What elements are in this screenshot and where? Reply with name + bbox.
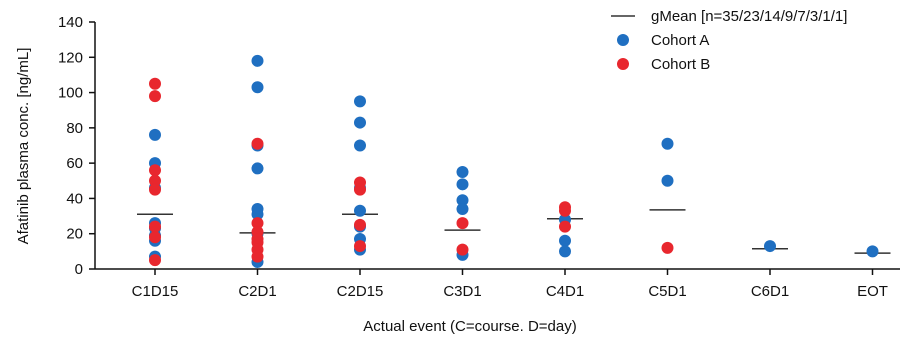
cohort-b-point <box>456 243 469 256</box>
y-tick-label: 100 <box>58 85 83 102</box>
y-tick-label: 60 <box>66 155 83 172</box>
cohort-b-point <box>149 231 161 244</box>
cohort-b-point <box>149 77 161 90</box>
cohort-b-point <box>251 250 264 263</box>
legend: gMean [n=35/23/14/9/7/3/1/1] Cohort A Coho… <box>611 8 847 73</box>
cohort-b-point <box>149 174 161 187</box>
legend-cohort-b-swatch <box>617 58 629 70</box>
cohort-a-point <box>559 234 571 247</box>
cohort-b-point <box>661 241 674 254</box>
legend-cohort-b-label: Cohort B <box>651 56 710 73</box>
x-tick-label: C2D1 <box>238 283 276 300</box>
cohort-a-point <box>354 95 366 108</box>
cohort-a-point <box>456 165 469 178</box>
cohort-a-point <box>354 139 366 152</box>
cohort-b-point <box>149 220 161 233</box>
x-tick-label: C6D1 <box>751 283 789 300</box>
y-axis-title: Afatinib plasma conc. [ng/mL] <box>15 48 32 245</box>
x-tick-label: C1D15 <box>132 283 179 300</box>
cohort-a-point <box>354 116 366 129</box>
cohort-a-point <box>149 128 161 141</box>
y-tick-label: 140 <box>58 14 83 31</box>
y-tick-label: 40 <box>66 190 83 207</box>
cohort-a-point <box>251 208 264 221</box>
x-axis-title: Actual event (C=course. D=day) <box>363 318 576 335</box>
cohort-b-point <box>149 183 161 196</box>
cohort-b-point <box>354 240 366 253</box>
x-tick-label: C4D1 <box>546 283 584 300</box>
data-points <box>149 54 879 268</box>
y-tick-label: 20 <box>66 226 83 243</box>
y-tick-label: 80 <box>66 120 83 137</box>
cohort-a-point <box>456 178 469 191</box>
y-axis: 0 20 40 60 80 100 120 140 <box>58 14 96 278</box>
cohort-a-point <box>559 245 571 258</box>
cohort-b-point <box>354 218 366 231</box>
cohort-b-point <box>149 90 161 103</box>
cohort-b-point <box>149 254 161 267</box>
cohort-b-point <box>251 137 264 150</box>
x-tick-label: C5D1 <box>648 283 686 300</box>
x-tick-label: C2D15 <box>337 283 384 300</box>
legend-cohort-a-label: Cohort A <box>651 32 709 49</box>
x-axis: C1D15 C2D1 C2D15 C3D1 C4D1 C5D1 C6D1 EOT <box>95 268 900 300</box>
cohort-b-point <box>354 183 366 196</box>
x-tick-label: EOT <box>857 283 888 300</box>
cohort-a-point <box>354 204 366 217</box>
cohort-a-point <box>251 54 264 67</box>
cohort-a-point <box>456 203 469 216</box>
cohort-b-point <box>456 217 469 230</box>
cohort-a-point <box>456 194 469 207</box>
cohort-a-point <box>251 162 264 175</box>
cohort-a-point <box>251 81 264 94</box>
legend-cohort-a-swatch <box>617 34 629 46</box>
cohort-a-point <box>661 137 674 150</box>
y-tick-label: 0 <box>75 261 83 278</box>
x-tick-label: C3D1 <box>443 283 481 300</box>
cohort-b-point <box>559 204 571 217</box>
cohort-b-point <box>559 220 571 233</box>
legend-gmean-label: gMean [n=35/23/14/9/7/3/1/1] <box>651 8 847 25</box>
cohort-a-point <box>866 245 879 258</box>
cohort-a-point <box>661 174 674 187</box>
y-tick-label: 120 <box>58 49 83 66</box>
cohort-b-point <box>251 217 264 230</box>
cohort-b-point <box>149 164 161 177</box>
cohort-a-point <box>764 240 776 253</box>
gmean-lines <box>137 209 891 254</box>
